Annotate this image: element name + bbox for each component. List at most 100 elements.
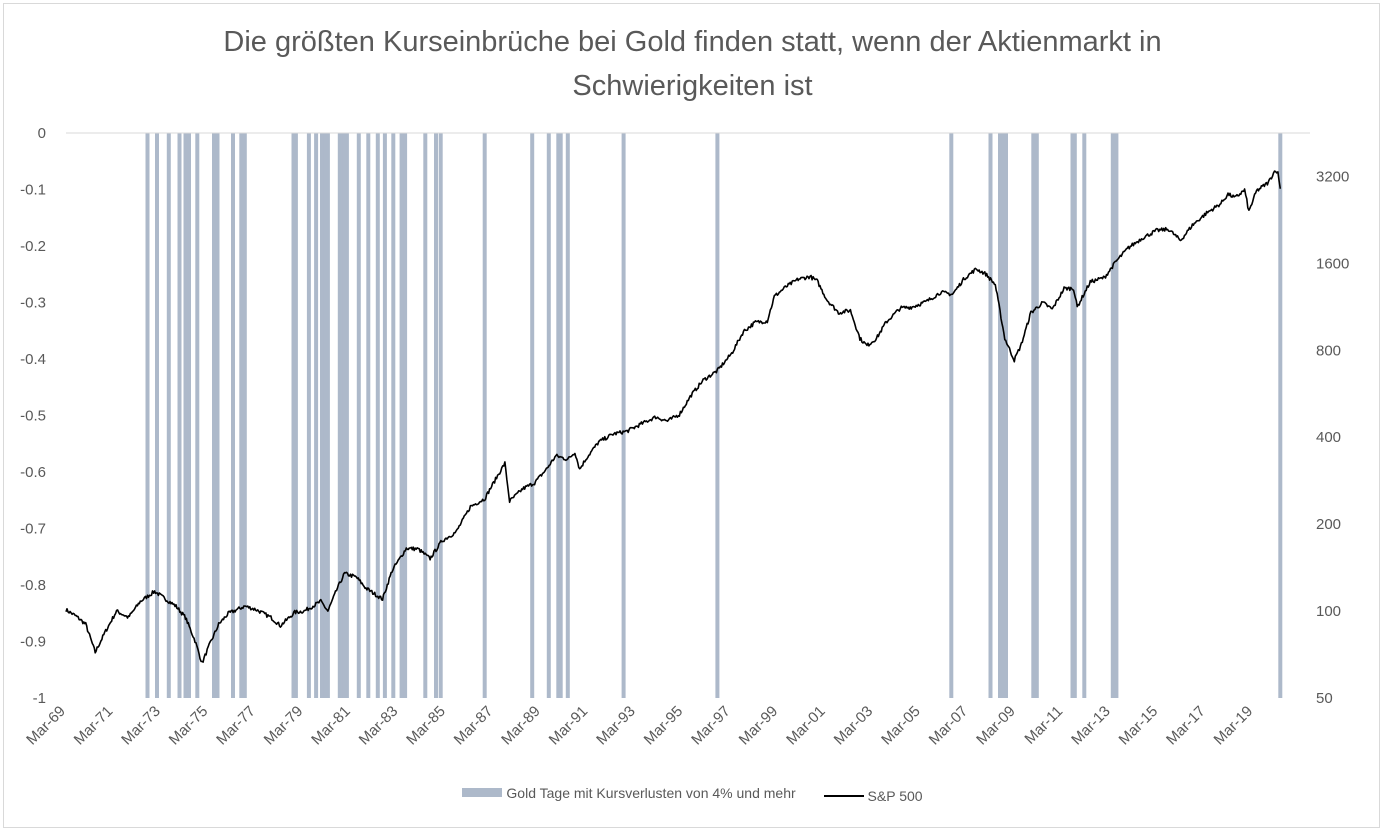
gold-drop-bar <box>988 133 993 698</box>
gold-drop-bar <box>1082 133 1087 698</box>
x-axis-tick-label: Mar-71 <box>71 703 117 749</box>
gold-drop-bar <box>565 133 570 698</box>
x-axis-tick-label: Mar-01 <box>783 703 829 749</box>
right-axis-tick-label: 800 <box>1316 342 1341 359</box>
gold-drop-bar <box>998 133 1002 698</box>
x-axis-tick-label: Mar-99 <box>736 703 782 749</box>
legend-swatch-sp500 <box>823 795 864 797</box>
gold-drop-bar <box>546 133 551 698</box>
x-axis-tick-label: Mar-03 <box>831 703 877 749</box>
left-axis-tick-label: -0.7 <box>20 521 46 538</box>
left-axis-tick-label: -1 <box>33 690 46 707</box>
x-axis-tick-label: Mar-07 <box>926 703 972 749</box>
gold-drop-bar <box>434 133 438 698</box>
x-axis-tick-label: Mar-75 <box>166 703 212 749</box>
chart-title-line-2: Schwierigkeiten ist <box>572 70 813 102</box>
x-axis-tick-label: Mar-89 <box>498 703 544 749</box>
gold-drop-bar <box>337 133 342 698</box>
legend-item-gold: Gold Tage mit Kursverlusten von 4% und m… <box>462 785 796 801</box>
x-axis-tick-label: Mar-85 <box>403 703 449 749</box>
gold-drop-bar <box>366 133 371 698</box>
gold-drop-bar <box>293 133 298 698</box>
gold-drop-bar <box>1031 133 1036 698</box>
gold-drop-bar <box>177 133 182 698</box>
left-axis-tick-label: -0.1 <box>20 182 46 199</box>
x-axis-tick-label: Mar-05 <box>878 703 924 749</box>
gold-drop-bar <box>320 133 324 698</box>
legend-label-sp500: S&P 500 <box>867 788 923 804</box>
gold-drop-bar <box>1110 133 1115 698</box>
left-axis-tick-label: -0.2 <box>20 238 46 255</box>
gold-drop-bar <box>1000 133 1005 698</box>
gold-drop-bar <box>1278 133 1283 698</box>
x-axis-tick-label: Mar-15 <box>1116 703 1162 749</box>
gold-drop-bar <box>1070 133 1075 698</box>
gold-drop-bar <box>382 133 387 698</box>
legend-swatch-gold <box>462 788 503 797</box>
left-axis-tick-label: 0 <box>38 125 46 142</box>
gold-drop-bar <box>195 133 200 698</box>
gold-drop-bar <box>715 133 720 698</box>
x-axis-tick-label: Mar-95 <box>641 703 687 749</box>
gold-drop-bar <box>403 133 408 698</box>
right-axis-tick-label: 100 <box>1316 603 1341 620</box>
gold-drop-bar <box>183 133 188 698</box>
gold-drop-bar <box>1114 133 1119 698</box>
gold-drop-bar <box>438 133 443 698</box>
x-axis-tick-label: Mar-19 <box>1211 703 1257 749</box>
gold-drop-bar <box>423 133 428 698</box>
x-axis-tick-label: Mar-09 <box>973 703 1019 749</box>
gold-drop-bar <box>340 133 345 698</box>
gold-drop-bar <box>145 133 150 698</box>
x-axis-tick-label: Mar-17 <box>1163 703 1209 749</box>
left-axis-tick-label: -0.5 <box>20 408 46 425</box>
left-axis-tick-label: -0.3 <box>20 295 46 312</box>
gold-drop-bar <box>949 133 954 698</box>
left-axis-tick-label: -0.6 <box>20 464 46 481</box>
gold-drop-bar <box>155 133 159 698</box>
gold-drop-bar <box>291 133 296 698</box>
gold-drop-bar <box>1004 133 1008 698</box>
left-axis-tick-label: -0.8 <box>20 577 46 594</box>
gold-drop-bar <box>482 133 487 698</box>
x-axis-tick-label: Mar-79 <box>261 703 307 749</box>
gold-drop-bars <box>145 133 1283 698</box>
chart-legend: Gold Tage mit Kursverlusten von 4% und m… <box>0 784 1385 804</box>
gold-drop-bar <box>342 133 347 698</box>
x-axis-tick-label: Mar-11 <box>1021 703 1066 748</box>
gold-drop-bar <box>344 133 349 698</box>
sp500-line <box>65 170 1282 663</box>
gold-drop-bar <box>323 133 328 698</box>
gold-drop-bar <box>558 133 563 698</box>
x-axis-tick-label: Mar-97 <box>688 703 734 749</box>
right-axis-tick-label: 50 <box>1316 690 1333 707</box>
x-axis-tick-label: Mar-81 <box>308 703 354 749</box>
gold-drop-bar <box>621 133 626 698</box>
gold-drop-bar <box>1034 133 1039 698</box>
legend-item-sp500: S&P 500 <box>823 788 923 804</box>
gold-drop-bar <box>306 133 311 698</box>
gold-drop-bar <box>215 133 220 698</box>
gold-drop-bar <box>530 133 535 698</box>
x-axis-tick-label: Mar-93 <box>593 703 639 749</box>
right-axis: 3200 1600 800 400 200 100 50 <box>1316 168 1349 707</box>
gold-drop-bar <box>212 133 216 698</box>
gold-drop-bar <box>242 133 247 698</box>
x-axis-tick-label: Mar-87 <box>451 703 497 749</box>
gold-drop-bar <box>187 133 191 698</box>
gold-drop-bar <box>314 133 319 698</box>
right-axis-tick-label: 1600 <box>1316 255 1349 272</box>
right-axis-tick-label: 400 <box>1316 429 1341 446</box>
right-axis-tick-label: 200 <box>1316 516 1341 533</box>
gold-drop-bar <box>231 133 235 698</box>
gold-drop-bar <box>556 133 561 698</box>
gold-drop-bar <box>399 133 404 698</box>
x-axis-tick-label: Mar-69 <box>23 703 69 749</box>
x-axis: Mar-69 Mar-71 Mar-73 Mar-75 Mar-77 Mar-79 Mar-… <box>23 703 1256 749</box>
gold-drop-bar <box>1072 133 1077 698</box>
chart-title-line-1: Die größten Kurseinbrüche bei Gold finde… <box>223 26 1162 58</box>
left-axis: 0 -0.1 -0.2 -0.3 -0.4 -0.5 -0.6 -0.7 -0.8 -0.9 -1 <box>20 125 46 707</box>
gold-drop-bar <box>391 133 396 698</box>
chart-title: Die größten Kurseinbrüche bei Gold finde… <box>0 20 1385 108</box>
